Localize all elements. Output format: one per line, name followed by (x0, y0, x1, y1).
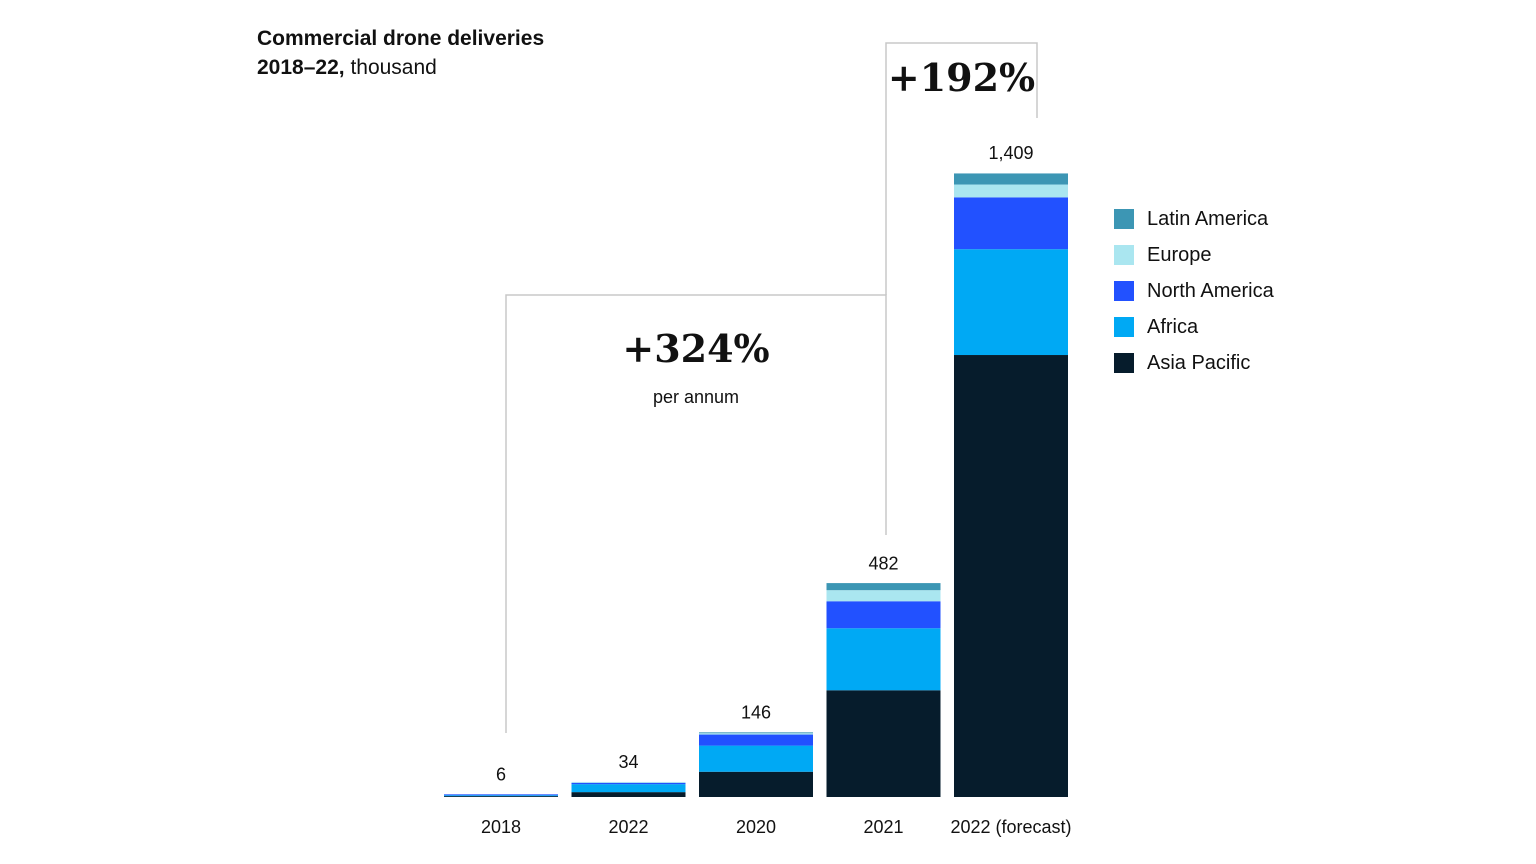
legend-label-asia-pacific: Asia Pacific (1147, 351, 1251, 374)
bracket-line-192 (885, 42, 1038, 295)
chart-subtitle-unit: thousand (350, 56, 437, 79)
legend-label-africa: Africa (1147, 315, 1199, 338)
x-tick-label-2018: 2018 (481, 817, 521, 837)
growth-annotation-324: +324% (622, 326, 769, 371)
bar-segment-latin-america-2021 (826, 583, 941, 591)
growth-annotation-subtext: per annum (653, 387, 739, 407)
bar-segment-asia-pacific-2021 (826, 690, 941, 797)
bar-segment-europe-2020 (699, 733, 813, 735)
labels-group: 6 2018 34 2022 146 2020 482 2021 1,409 2022 (fore… (481, 55, 1072, 837)
x-tick-label-2022-forecast: 2022 (forecast) (950, 817, 1071, 837)
legend-swatch-north-america (1114, 281, 1134, 301)
bars-group (444, 173, 1068, 797)
bar-segment-latin-america-2020 (699, 732, 813, 734)
growth-brackets (505, 42, 1038, 733)
legend-swatch-latin-america (1114, 209, 1134, 229)
total-label-2020: 146 (741, 702, 771, 722)
bar-segment-europe-2021 (826, 590, 941, 602)
legend-swatch-europe (1114, 245, 1134, 265)
bar-segment-africa-2022-forecast (954, 249, 1068, 356)
bar-segment-north-america-2021 (826, 601, 941, 629)
legend-item-africa: Africa (1114, 309, 1274, 345)
legend-swatch-asia-pacific (1114, 353, 1134, 373)
growth-annotation-192: +192% (888, 55, 1035, 100)
bar-segment-africa-2018 (444, 795, 558, 797)
bar-segment-africa-2021 (826, 628, 941, 691)
x-tick-label-2021: 2021 (863, 817, 903, 837)
bar-segment-africa-2020 (699, 745, 813, 772)
legend-swatch-africa (1114, 317, 1134, 337)
bar-segment-asia-pacific-2022-forecast (954, 355, 1068, 797)
bar-segment-north-america-2018 (444, 794, 558, 796)
bar-segment-north-america-2022-forecast (954, 197, 1068, 250)
legend-label-north-america: North America (1147, 279, 1274, 302)
chart-subtitle-years: 2018–22, (257, 56, 345, 79)
legend-item-asia-pacific: Asia Pacific (1114, 345, 1274, 381)
bar-segment-asia-pacific-2022 (571, 792, 686, 797)
total-label-2021: 482 (868, 554, 898, 574)
bar-segment-asia-pacific-2020 (699, 771, 813, 797)
legend-label-europe: Europe (1147, 243, 1212, 266)
bar-segment-latin-america-2022-forecast (954, 173, 1068, 185)
bar-segment-north-america-2022 (571, 782, 686, 785)
bar-segment-europe-2022 (571, 781, 686, 783)
legend-item-latin-america: Latin America (1114, 201, 1274, 237)
chart-title: Commercial drone deliveries (257, 27, 545, 50)
legend-item-europe: Europe (1114, 237, 1274, 273)
total-label-2018: 6 (496, 764, 506, 784)
bracket-line-324 (505, 294, 887, 733)
bar-segment-europe-2022-forecast (954, 184, 1068, 198)
total-label-2022: 34 (618, 752, 638, 772)
legend-label-latin-america: Latin America (1147, 207, 1269, 230)
legend: Latin America Europe North America Africa As… (1114, 201, 1274, 381)
bar-segment-north-america-2020 (699, 734, 813, 746)
x-tick-label-2022: 2022 (608, 817, 648, 837)
bar-segment-asia-pacific-2018 (444, 796, 558, 797)
total-label-2022-forecast: 1,409 (988, 143, 1033, 163)
x-tick-label-2020: 2020 (736, 817, 776, 837)
chart-title-block: Commercial drone deliveries 2018–22, tho… (257, 24, 544, 82)
legend-item-north-america: North America (1114, 273, 1274, 309)
bar-segment-africa-2022 (571, 784, 686, 793)
